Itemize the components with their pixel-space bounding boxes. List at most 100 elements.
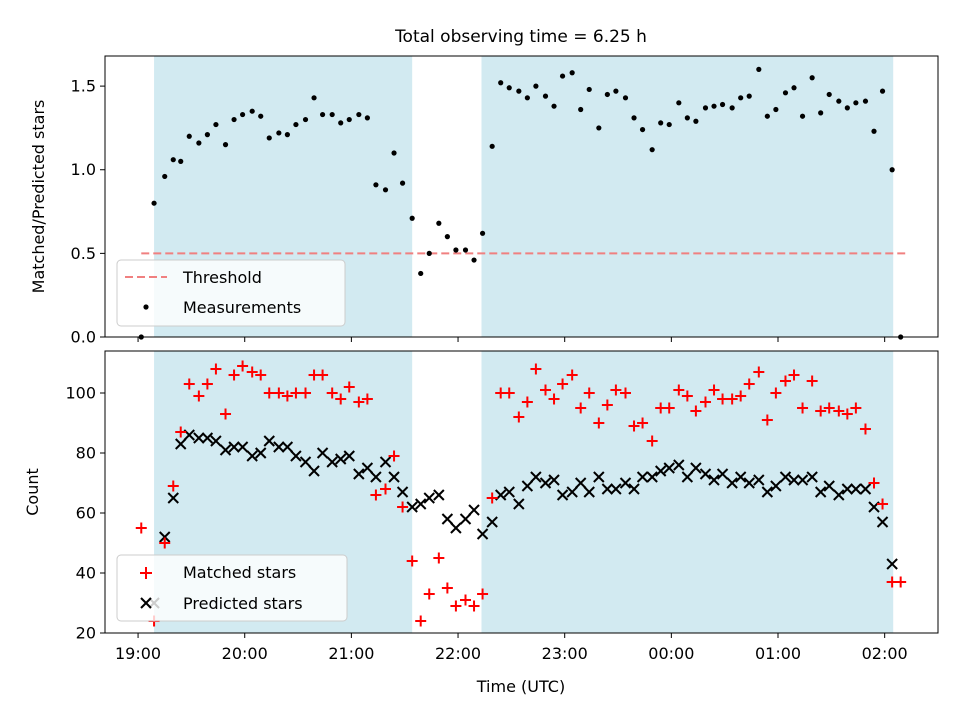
matched-star-point	[317, 369, 329, 381]
matched-star-point	[388, 450, 400, 462]
predicted-star-point	[593, 471, 605, 483]
measurement-point	[373, 182, 379, 188]
top-x-ticks	[137, 337, 886, 342]
matched-star-point	[833, 405, 845, 417]
top-observing-windows	[154, 56, 894, 337]
measurement-point	[639, 126, 646, 133]
matched-star-point	[753, 366, 765, 378]
measurement-point	[258, 113, 264, 119]
matched-star-point	[159, 537, 171, 549]
measurement-point	[329, 111, 335, 118]
matched-star-point	[175, 426, 187, 438]
predicted-star-point	[681, 471, 694, 483]
measurement-point	[818, 110, 824, 116]
measurement-point	[809, 75, 815, 81]
matched-star-point	[415, 615, 427, 627]
predicted-star-point	[379, 456, 392, 468]
predicted-star-point	[263, 435, 275, 447]
measurement-point	[170, 157, 176, 163]
matched-star-point	[557, 378, 569, 390]
matched-star-point	[183, 378, 195, 390]
predicted-star-point	[503, 486, 515, 498]
measurement-point	[479, 230, 486, 236]
matched-star-point	[717, 393, 729, 405]
measurement-point	[444, 234, 450, 240]
matched-star-point	[477, 588, 489, 600]
matched-star-point	[699, 396, 711, 408]
predicted-star-point	[353, 468, 365, 480]
predicted-star-point	[308, 465, 320, 477]
observing-window	[481, 56, 894, 337]
measurement-point	[151, 200, 157, 206]
chart-title: Total observing time = 6.25 h	[394, 27, 647, 47]
predicted-star-point	[770, 480, 782, 492]
matched-star-point	[228, 369, 240, 381]
measurement-point	[409, 215, 415, 221]
matched-star-point	[806, 375, 818, 387]
measurement-point	[319, 111, 326, 118]
x-tick-label: 19:00	[115, 644, 161, 663]
matched-star-point	[460, 594, 472, 606]
matched-star-point	[237, 360, 249, 372]
measurement-point	[213, 121, 219, 128]
predicted-star-point	[521, 480, 534, 492]
x-tick-label: 21:00	[328, 644, 374, 663]
matched-star-point	[637, 417, 649, 429]
predicted-star-point	[167, 492, 179, 504]
bottom-legend: Matched stars Predicted stars	[116, 554, 348, 622]
top-y-tick-label: 0.5	[71, 244, 96, 263]
measurement-point	[879, 88, 886, 94]
x-tick-label: 20:00	[222, 644, 268, 663]
matched-star-point	[823, 402, 835, 414]
x-tick-label: 22:00	[435, 644, 481, 663]
predicted-star-point	[210, 435, 222, 447]
measurement-point	[551, 103, 557, 109]
measurement-point	[284, 132, 290, 138]
measurement-point	[746, 93, 752, 99]
predicted-star-point	[299, 456, 312, 468]
predicted-star-point	[708, 474, 720, 486]
matched-star-point	[868, 477, 880, 489]
measurement-point	[622, 95, 629, 101]
measurement-point	[569, 70, 575, 76]
predicted-star-point	[290, 450, 302, 462]
predicted-star-point	[886, 558, 898, 570]
matched-star-point	[628, 420, 640, 432]
predicted-star-point	[574, 477, 587, 489]
x-tick-label: 00:00	[648, 644, 694, 663]
matched-star-point	[353, 396, 365, 408]
matched-star-point	[850, 402, 862, 414]
predicted-star-point	[833, 489, 845, 501]
measurement-point	[711, 103, 717, 109]
matched-star-point	[797, 402, 809, 414]
measurement-point	[782, 90, 789, 96]
legend-matched-swatch	[140, 567, 152, 579]
measurement-point	[382, 187, 389, 193]
measurement-point	[719, 101, 726, 108]
predicted-star-point	[699, 468, 712, 480]
predicted-star-point	[823, 480, 835, 492]
predicted-star-point	[646, 471, 658, 483]
matched-star-point	[521, 396, 533, 408]
predicted-star-point	[779, 471, 792, 483]
predicted-star-point	[486, 516, 498, 528]
measurement-point	[533, 83, 539, 89]
measurement-point	[729, 105, 735, 111]
predicted-star-point	[690, 462, 702, 474]
measurement-point	[346, 116, 352, 123]
predicted-star-point	[335, 453, 347, 465]
bottom-y-ticks: 20 40 60 80 100	[65, 384, 105, 643]
measurement-point	[462, 247, 469, 253]
measurement-point	[196, 140, 202, 146]
x-tick-label: 01:00	[755, 644, 801, 663]
matched-star-point	[708, 384, 720, 396]
matched-star-point	[895, 576, 907, 588]
measurement-point	[516, 88, 522, 94]
bottom-y-tick-label: 80	[76, 444, 96, 463]
measurement-point	[738, 95, 744, 101]
legend-predicted-label: Predicted stars	[183, 594, 303, 613]
measurement-point	[162, 173, 168, 180]
matched-star-point	[397, 501, 409, 513]
predicted-star-point	[548, 474, 560, 486]
measurement-point	[524, 95, 530, 101]
